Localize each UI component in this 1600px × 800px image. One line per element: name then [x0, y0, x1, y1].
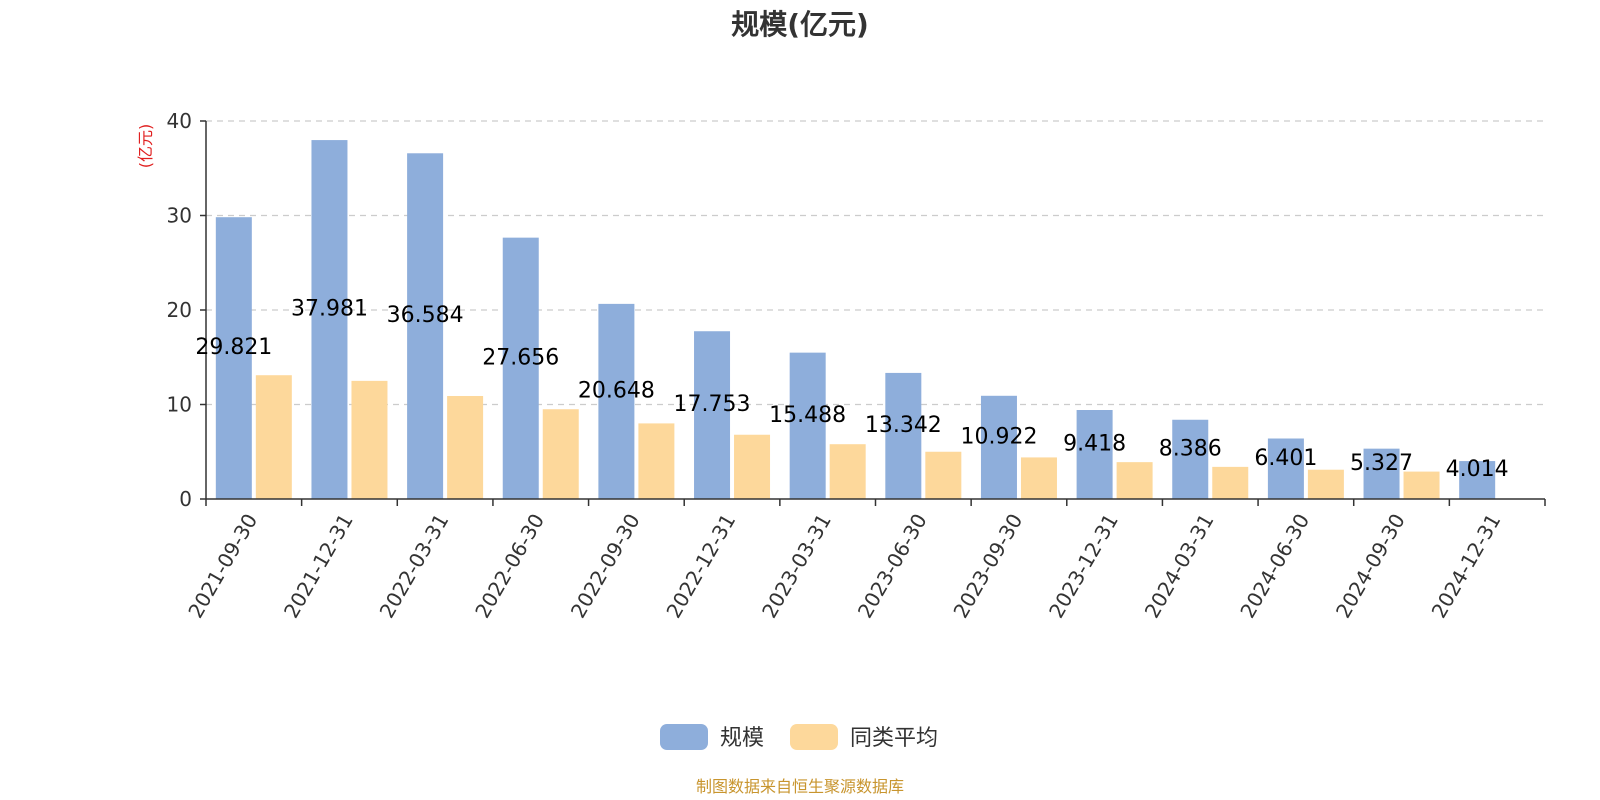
- bar-scale: [311, 140, 348, 500]
- bar-scale: [1459, 461, 1496, 499]
- bar-scale: [1172, 419, 1209, 499]
- x-tick-label: 2024-12-31: [1427, 510, 1506, 623]
- data-label: 37.981: [291, 297, 368, 322]
- bar-scale: [1076, 409, 1113, 499]
- bar-peer-average: [1020, 457, 1057, 499]
- grid: [206, 120, 1545, 406]
- bar-scale: [1267, 438, 1304, 499]
- legend-label: 同类平均: [850, 726, 938, 751]
- y-tick-label: 30: [167, 204, 192, 228]
- x-tick-label: 2024-09-30: [1331, 510, 1410, 623]
- bar-peer-average: [638, 423, 675, 499]
- y-tick-label: 20: [167, 298, 192, 322]
- bar-peer-average: [829, 444, 866, 499]
- bar-peer-average: [542, 409, 579, 499]
- y-axis-unit-label: (亿元): [136, 124, 155, 169]
- bar-peer-average: [734, 434, 771, 499]
- x-tick-label: 2024-06-30: [1235, 510, 1314, 623]
- bar-scale: [407, 153, 444, 500]
- data-label: 10.922: [960, 424, 1037, 449]
- bar-peer-average: [447, 395, 484, 499]
- data-label: 8.386: [1159, 436, 1222, 461]
- legend-swatch: [660, 724, 708, 750]
- data-label: 6.401: [1254, 446, 1317, 471]
- bar-peer-average: [1116, 462, 1153, 499]
- y-tick-label: 40: [167, 109, 192, 133]
- bar-scale: [1363, 448, 1400, 499]
- data-labels: 29.821 37.981 36.584 27.656 20.648 17.753 15.4…: [195, 297, 1508, 482]
- x-tick-label: 2023-03-31: [757, 510, 836, 623]
- legend-swatch: [790, 724, 838, 750]
- data-label: 29.821: [195, 335, 272, 360]
- chart-title: 规模(亿元): [731, 8, 869, 41]
- legend: 规模 同类平均: [660, 724, 938, 751]
- data-label: 36.584: [387, 303, 464, 328]
- bar-scale: [694, 331, 731, 499]
- bar-scale: [789, 352, 826, 499]
- data-label: 15.488: [769, 403, 846, 428]
- data-label: 5.327: [1350, 451, 1413, 476]
- y-tick-label: 10: [167, 393, 192, 417]
- data-label: 9.418: [1063, 431, 1126, 456]
- data-label: 17.753: [674, 392, 751, 417]
- bar-scale: [598, 303, 635, 499]
- bar-peer-average: [255, 375, 292, 499]
- x-tick-label: 2021-09-30: [183, 510, 262, 623]
- data-label: 4.014: [1446, 457, 1509, 482]
- bars: [215, 140, 1496, 500]
- x-tick-label: 2022-03-31: [375, 510, 454, 623]
- x-tick-label: 2023-12-31: [1044, 510, 1123, 623]
- bar-peer-average: [1403, 471, 1440, 499]
- bar-scale: [885, 372, 922, 499]
- x-tick-label: 2023-09-30: [948, 510, 1027, 623]
- source-note: 制图数据来自恒生聚源数据库: [696, 777, 904, 796]
- data-label: 13.342: [865, 413, 942, 438]
- legend-label: 规模: [720, 726, 764, 751]
- bar-peer-average: [1212, 466, 1249, 499]
- bar-scale: [980, 395, 1017, 499]
- x-tick-label: 2021-12-31: [279, 510, 358, 623]
- x-tick-label: 2022-06-30: [470, 510, 549, 623]
- data-label: 20.648: [578, 378, 655, 403]
- x-tick-label: 2022-12-31: [661, 510, 740, 623]
- x-tick-label: 2022-09-30: [566, 510, 645, 623]
- bar-peer-average: [925, 451, 962, 499]
- bar-peer-average: [351, 380, 388, 499]
- data-label: 27.656: [482, 345, 559, 370]
- bar-peer-average: [1307, 469, 1344, 499]
- x-tick-label: 2023-06-30: [853, 510, 932, 623]
- x-tick-label: 2024-03-31: [1140, 510, 1219, 623]
- y-tick-label: 0: [179, 487, 192, 511]
- bar-scale: [215, 217, 252, 500]
- bar-scale: [502, 237, 539, 499]
